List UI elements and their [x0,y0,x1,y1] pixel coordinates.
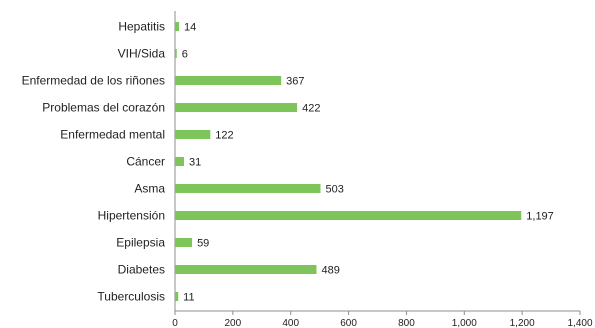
bar [175,238,193,247]
value-label: 31 [189,157,201,169]
x-tick-label: 0 [172,318,178,328]
category-label: Hepatitis [118,20,165,34]
x-tick-label: 400 [282,318,299,328]
category-label: Enfermedad mental [60,128,165,142]
x-tick-label: 1,000 [452,318,477,328]
x-axis-ticks: 0 200 400 600 800 1,000 1,200 1,400 [172,311,593,328]
bar [175,22,180,31]
bars-group: Hepatitis 14 VIH/Sida 6 Enfermedad de los ri… [22,20,554,304]
bar [175,211,522,220]
x-tick-label: 200 [225,318,242,328]
x-tick-label: 800 [398,318,415,328]
x-tick-label: 1,400 [567,318,592,328]
bar [175,265,317,274]
value-label: 422 [302,103,320,115]
category-label: VIH/Sida [118,47,166,61]
bar [175,76,282,85]
bar [175,103,298,112]
value-label: 122 [215,130,233,142]
value-label: 503 [326,184,344,196]
category-label: Hipertensión [98,209,165,223]
bar [175,184,321,193]
bar [175,49,177,58]
category-label: Tuberculosis [97,290,165,304]
value-label: 59 [197,238,209,250]
category-label: Cáncer [126,155,165,169]
value-label: 14 [184,22,196,34]
bar [175,130,211,139]
x-tick-label: 600 [340,318,357,328]
value-label: 489 [321,265,339,277]
category-label: Epilepsia [116,236,165,250]
category-label: Asma [134,182,165,196]
value-label: 6 [182,49,188,61]
bar [175,292,179,301]
category-label: Problemas del corazón [42,101,165,115]
category-label: Enfermedad de los riñones [22,74,165,88]
x-tick-label: 1,200 [510,318,535,328]
bar [175,157,184,166]
value-label: 11 [183,292,194,304]
category-label: Diabetes [118,263,165,277]
value-label: 367 [286,76,304,88]
value-label: 1,197 [526,211,554,223]
